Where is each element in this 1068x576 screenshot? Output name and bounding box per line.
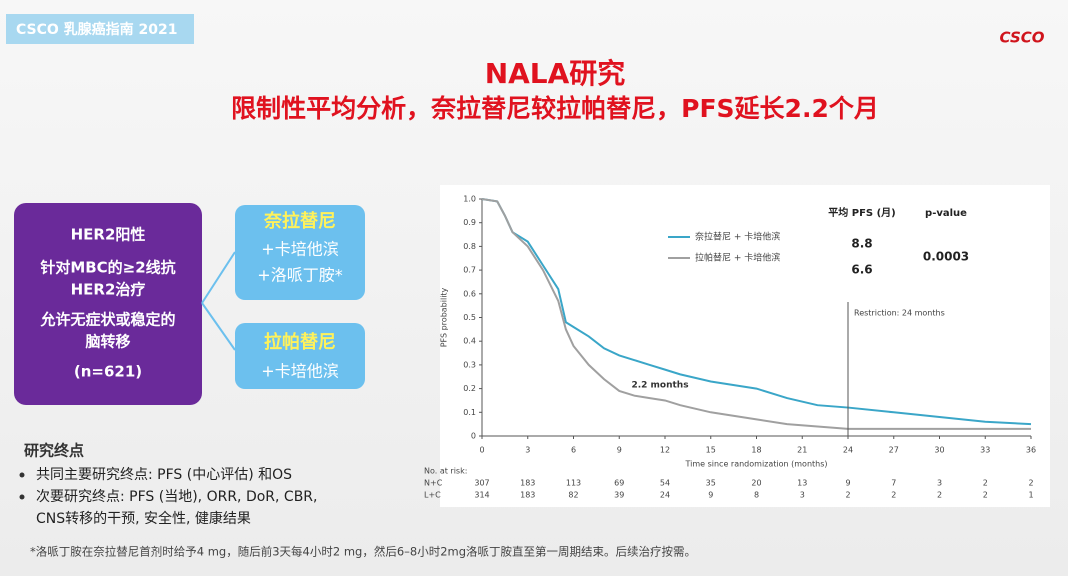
y-tick-label: 0.7 — [463, 266, 476, 275]
risk-value: 24 — [660, 491, 670, 500]
risk-value: 2 — [983, 491, 988, 500]
endpoint: 次要研究终点: PFS (当地), ORR, DoR, CBR, — [36, 489, 317, 505]
arm-box — [235, 205, 365, 300]
legend-label: 奈拉替尼 + 卡培他滨 — [695, 231, 780, 243]
y-tick-label: 1.0 — [463, 195, 476, 204]
x-tick-label: 18 — [751, 446, 761, 455]
risk-value: 3 — [800, 491, 805, 500]
rmst-value: 6.6 — [851, 263, 872, 277]
risk-value: 2 — [891, 491, 896, 500]
legend-label: 拉帕替尼 + 卡培他滨 — [695, 252, 780, 264]
risk-value: 113 — [566, 479, 581, 488]
population-line: HER2阳性 — [71, 226, 146, 244]
risk-value: 2 — [845, 491, 850, 500]
risk-value: 69 — [614, 479, 624, 488]
risk-value: 35 — [706, 479, 716, 488]
footnote: *洛哌丁胺在奈拉替尼首剂时给予4 mg，随后前3天每4小时2 mg，然后6–8小… — [30, 545, 696, 559]
population-line: 针对MBC的≥2线抗 — [40, 259, 175, 277]
bullet — [19, 494, 25, 500]
endpoints-title: 研究终点 — [24, 442, 84, 460]
arm-line: +洛哌丁胺* — [257, 266, 342, 285]
title: NALA研究 — [485, 57, 626, 90]
risk-value: 82 — [568, 491, 578, 500]
x-tick-label: 15 — [706, 446, 716, 455]
arm-line: +卡培他滨 — [261, 362, 338, 381]
y-tick-label: 0.6 — [463, 289, 476, 298]
risk-value: 2 — [1028, 479, 1033, 488]
risk-value: 2 — [937, 491, 942, 500]
arm-name: 拉帕替尼 — [264, 331, 336, 353]
population-line: HER2治疗 — [71, 281, 146, 299]
x-tick-label: 24 — [843, 446, 853, 455]
endpoint: CNS转移的干预, 安全性, 健康结果 — [36, 510, 251, 527]
arm-line: +卡培他滨 — [261, 240, 338, 259]
annotation: 2.2 months — [631, 381, 688, 391]
y-tick-label: 0 — [471, 432, 476, 441]
y-tick-label: 0.2 — [463, 384, 476, 393]
header-tag-box — [6, 14, 194, 44]
y-tick-label: 0.3 — [463, 360, 476, 369]
risk-value: 8 — [754, 491, 759, 500]
x-tick-label: 21 — [797, 446, 807, 455]
risk-title: No. at risk: — [424, 467, 467, 476]
risk-value: 183 — [520, 491, 535, 500]
risk-value: 3 — [937, 479, 942, 488]
risk-value: 20 — [751, 479, 761, 488]
arm-name: 奈拉替尼 — [263, 210, 336, 232]
risk-value: 54 — [660, 479, 670, 488]
y-tick-label: 0.9 — [463, 218, 476, 227]
risk-value: 2 — [983, 479, 988, 488]
x-tick-label: 36 — [1026, 446, 1036, 455]
risk-value: 314 — [474, 491, 489, 500]
population-box — [14, 203, 202, 405]
risk-value: 7 — [891, 479, 896, 488]
population-line: 脑转移 — [85, 333, 130, 351]
risk-value: 307 — [474, 479, 489, 488]
arm-box — [235, 323, 365, 389]
header-tag: CSCO 乳腺癌指南 2021 — [16, 21, 178, 38]
risk-label: N+C — [424, 479, 443, 488]
risk-label: L+C — [424, 491, 441, 500]
title: 限制性平均分析，奈拉替尼较拉帕替尼，PFS延长2.2个月 — [231, 94, 879, 123]
y-tick-label: 0.8 — [463, 242, 476, 251]
x-tick-label: 9 — [617, 446, 622, 455]
x-tick-label: 27 — [889, 446, 899, 455]
y-axis-label: PFS probability — [440, 287, 449, 347]
p-value: 0.0003 — [923, 250, 969, 264]
x-tick-label: 6 — [571, 446, 576, 455]
endpoint: 共同主要研究终点: PFS (中心评估) 和OS — [36, 467, 292, 483]
risk-value: 9 — [708, 491, 713, 500]
risk-value: 9 — [845, 479, 850, 488]
logo: CSCO — [999, 29, 1044, 47]
risk-value: 183 — [520, 479, 535, 488]
y-tick-label: 0.5 — [463, 313, 476, 322]
x-tick-label: 30 — [934, 446, 944, 455]
connector — [201, 302, 236, 351]
connector — [201, 251, 236, 304]
population-line: (n=621) — [74, 363, 142, 381]
x-axis-label: Time since randomization (months) — [684, 460, 827, 469]
x-tick-label: 12 — [660, 446, 670, 455]
risk-value: 1 — [1028, 491, 1033, 500]
x-tick-label: 33 — [980, 446, 990, 455]
chart-panel — [440, 185, 1050, 507]
x-tick-label: 3 — [525, 446, 530, 455]
p-header: p-value — [925, 208, 967, 219]
risk-value: 13 — [797, 479, 807, 488]
restriction-label: Restriction: 24 months — [854, 309, 945, 318]
y-tick-label: 0.1 — [463, 408, 476, 417]
bullet — [19, 472, 25, 478]
y-tick-label: 0.4 — [463, 337, 476, 346]
population-line: 允许无症状或稳定的 — [39, 311, 175, 329]
rmst-value: 8.8 — [851, 237, 872, 251]
rmst-header: 平均 PFS (月) — [828, 206, 895, 219]
risk-value: 39 — [614, 491, 624, 500]
x-tick-label: 0 — [479, 446, 484, 455]
